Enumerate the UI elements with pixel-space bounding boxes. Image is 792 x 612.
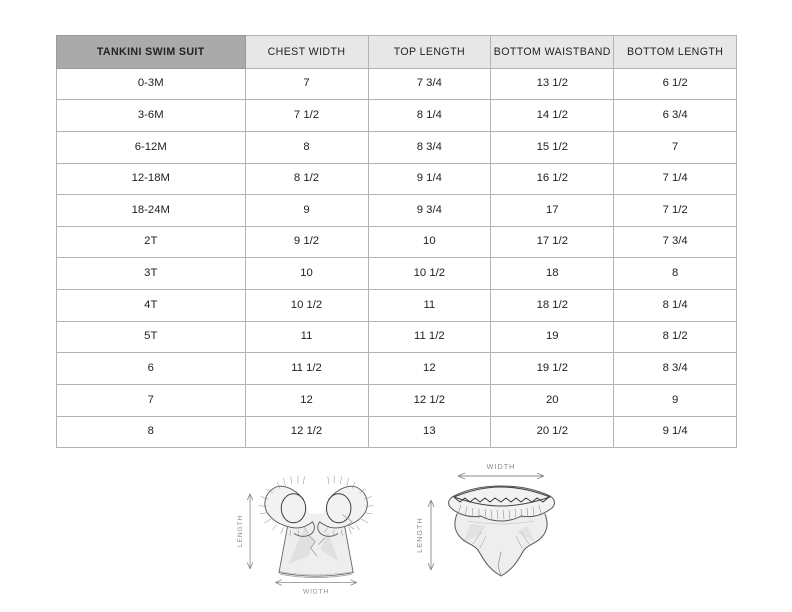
svg-text:LENGTH: LENGTH xyxy=(415,517,424,553)
svg-text:LENGTH: LENGTH xyxy=(237,515,244,547)
svg-text:WIDTH: WIDTH xyxy=(487,462,516,471)
svg-text:WIDTH: WIDTH xyxy=(303,588,329,595)
